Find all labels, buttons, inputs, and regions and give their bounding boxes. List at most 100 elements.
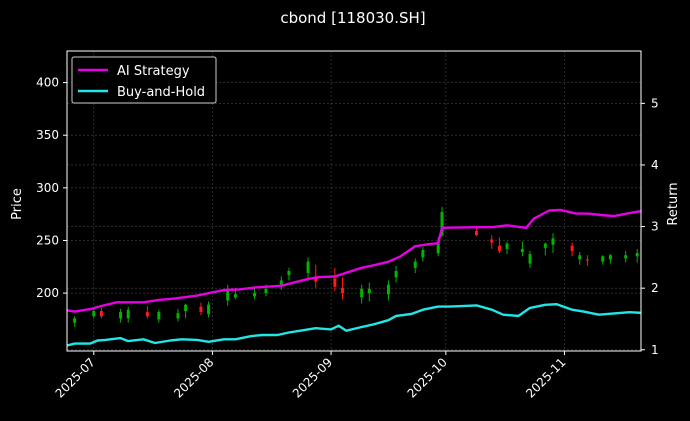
y-axis-right-label: Return <box>666 182 681 225</box>
candle-body <box>119 312 123 319</box>
candle <box>126 306 130 323</box>
candle-body <box>157 312 161 320</box>
chart-title: cbond [118030.SH] <box>280 9 425 27</box>
candle-body <box>184 304 188 311</box>
candle <box>314 264 318 288</box>
candle <box>543 242 547 256</box>
y-right-tick-label: 4 <box>651 158 659 172</box>
x-tick-label: 2025-10 <box>405 355 450 400</box>
candle-body <box>99 311 103 317</box>
candle-body <box>199 306 203 313</box>
candle <box>570 242 574 257</box>
candle-body <box>73 318 77 323</box>
x-tick-label: 2025-08 <box>171 355 216 400</box>
axis-ticks: 200 250 300 350 400 1 2 3 4 5 2025-07 2025-08 2025-0… <box>36 76 659 401</box>
y-tick-label: 300 <box>36 181 59 195</box>
candle-body <box>341 287 345 294</box>
candle-body <box>333 278 337 287</box>
candle-body <box>570 245 574 251</box>
candle <box>287 267 291 281</box>
candle-body <box>92 311 96 317</box>
candle <box>585 255 589 266</box>
candle-body <box>608 255 612 260</box>
candle-body <box>635 253 639 257</box>
ai-strategy-line <box>66 208 642 313</box>
candle-body <box>126 309 130 319</box>
candle-body <box>386 284 390 295</box>
candle <box>578 252 582 265</box>
candle-body <box>413 261 417 268</box>
candle <box>635 248 639 263</box>
candle-body <box>490 239 494 243</box>
candle <box>601 255 605 265</box>
candle-body <box>207 304 211 315</box>
candle-body <box>601 256 605 262</box>
candle-body <box>360 288 364 298</box>
candle <box>624 251 628 263</box>
candle-body <box>551 238 555 245</box>
candle <box>474 227 478 237</box>
candle-body <box>306 261 310 274</box>
candle <box>157 309 161 323</box>
y-tick-label: 250 <box>36 233 59 247</box>
candle <box>505 241 509 255</box>
candle-body <box>520 248 524 253</box>
y-tick-label: 200 <box>36 286 59 300</box>
candle-body <box>367 288 371 294</box>
candlesticks <box>73 206 639 327</box>
candle-body <box>578 255 582 260</box>
candle-body <box>253 293 257 297</box>
candle <box>99 307 103 319</box>
candle <box>226 284 230 306</box>
candle <box>608 254 612 264</box>
candle-body <box>233 294 237 298</box>
candle-body <box>279 280 283 285</box>
candle <box>279 276 283 290</box>
candle-body <box>528 254 532 264</box>
candle <box>73 316 77 327</box>
y-right-tick-label: 5 <box>651 96 659 110</box>
candle <box>145 305 149 319</box>
candle-body <box>394 271 398 278</box>
candle-body <box>440 212 444 236</box>
candle-body <box>226 289 230 301</box>
candle-body <box>624 255 628 259</box>
candle-body <box>287 271 291 276</box>
candle <box>367 282 371 302</box>
y-right-tick-label: 2 <box>651 281 659 295</box>
candle <box>394 265 398 283</box>
candle <box>184 303 188 319</box>
candle <box>520 241 524 257</box>
candle <box>176 308 180 322</box>
candle-body <box>176 313 180 319</box>
legend-label-ai-strategy: AI Strategy <box>117 64 190 79</box>
plot-area-frame <box>66 50 642 352</box>
candle-body <box>145 312 149 317</box>
candle-body <box>421 249 425 258</box>
candle-body <box>474 231 478 236</box>
candle-body <box>264 288 268 294</box>
series-lines <box>66 208 642 347</box>
y-tick-label: 350 <box>36 128 59 142</box>
candle <box>421 246 425 262</box>
candle <box>490 235 494 249</box>
candle-body <box>497 245 501 251</box>
candle <box>119 308 123 323</box>
y-right-tick-label: 3 <box>651 220 659 234</box>
candle <box>207 301 211 318</box>
legend-label-buy-and-hold: Buy-and-Hold <box>117 85 205 100</box>
candle <box>333 267 337 291</box>
candle <box>360 284 364 304</box>
candle-body <box>436 241 440 254</box>
candle <box>528 251 532 268</box>
candle-body <box>505 243 509 249</box>
candle <box>551 233 555 254</box>
candle <box>341 277 345 300</box>
candle-body <box>585 259 589 261</box>
candle <box>92 307 96 319</box>
x-tick-label: 2025-09 <box>290 355 335 400</box>
y-tick-label: 400 <box>36 76 59 90</box>
buy-and-hold-line <box>66 303 642 347</box>
y-right-tick-label: 1 <box>651 343 659 357</box>
